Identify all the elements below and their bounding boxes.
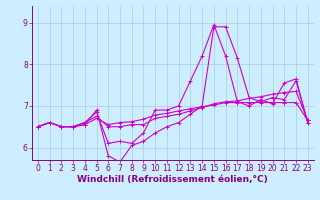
X-axis label: Windchill (Refroidissement éolien,°C): Windchill (Refroidissement éolien,°C) bbox=[77, 175, 268, 184]
